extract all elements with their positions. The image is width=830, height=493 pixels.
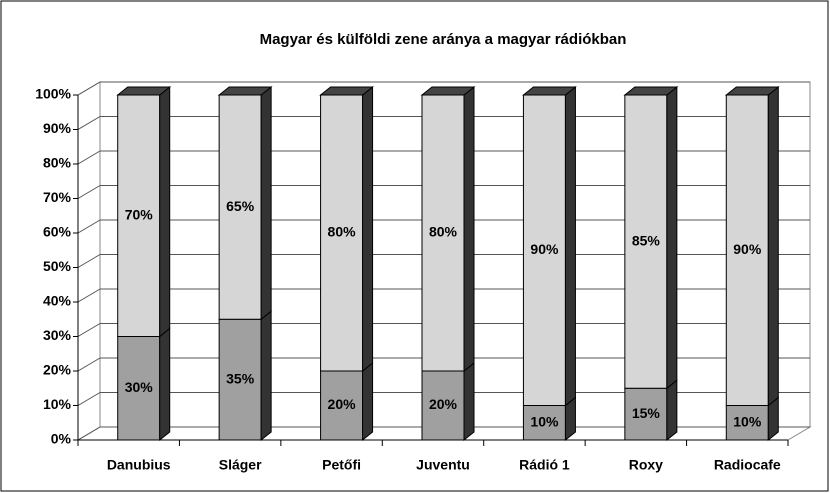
y-tick-label: 40% [43, 293, 72, 309]
bar-top [217, 86, 273, 96]
data-label: 30% [125, 379, 154, 395]
bar-segment [421, 370, 465, 441]
bar-side [463, 85, 475, 373]
bar-side [260, 85, 272, 321]
grid-line [77, 426, 101, 441]
data-label: 70% [125, 206, 154, 222]
bar-top [724, 86, 780, 96]
bar-segment [320, 94, 364, 372]
bar-side [260, 310, 272, 442]
grid-line [77, 116, 101, 130]
x-tick-label: Petőfi [322, 457, 361, 473]
data-label: 15% [632, 405, 661, 421]
grid-line [77, 254, 101, 268]
bar-segment [117, 94, 161, 337]
grid-line [77, 392, 101, 406]
bar-side [564, 85, 576, 407]
data-label: 10% [733, 413, 762, 429]
y-tick-label: 70% [43, 189, 72, 205]
y-tick-label: 30% [43, 327, 72, 343]
chart-title: Magyar és külföldi zene aránya a magyar … [260, 31, 627, 48]
bar-segment [218, 94, 262, 320]
grid-line [77, 357, 101, 372]
grid-line [77, 219, 101, 234]
bar-side [463, 361, 475, 442]
y-tick-label: 10% [43, 396, 72, 412]
bar-side [666, 379, 678, 442]
data-label: 10% [530, 413, 559, 429]
bar-segment [117, 336, 161, 441]
bar-side [159, 327, 171, 442]
y-tick-label: 50% [43, 258, 72, 274]
x-tick-label: Sláger [219, 457, 262, 473]
y-tick-label: 100% [35, 86, 71, 102]
data-label: 20% [429, 396, 458, 412]
data-label: 65% [226, 198, 255, 214]
data-label: 90% [530, 241, 559, 257]
data-label: 90% [733, 241, 762, 257]
bar-segment [421, 94, 465, 372]
grid-line [77, 81, 101, 96]
x-tick-label: Juventu [416, 457, 470, 473]
x-tick-label: Roxy [629, 457, 663, 473]
bar-segment [624, 387, 668, 441]
bar-side [159, 85, 171, 338]
data-label: 20% [328, 396, 357, 412]
bar-top [420, 86, 476, 96]
y-tick-label: 60% [43, 224, 72, 240]
data-label: 80% [328, 224, 357, 240]
bar-segment [320, 370, 364, 441]
x-tick-label: Rádió 1 [519, 457, 570, 473]
bar-top [116, 86, 172, 96]
y-tick-label: 90% [43, 120, 72, 136]
bar-segment [218, 318, 262, 441]
x-tick-label: Danubius [107, 457, 171, 473]
bar-side [767, 85, 779, 407]
grid-line [77, 150, 101, 165]
grid-line [77, 288, 101, 303]
data-label: 85% [632, 232, 661, 248]
bar-top [319, 86, 374, 96]
bar-top [522, 86, 577, 96]
bar-segment [725, 94, 769, 406]
bar-side [362, 85, 374, 373]
data-label: 35% [226, 370, 255, 386]
y-tick-label: 80% [43, 155, 72, 171]
x-tick-label: Radiocafe [714, 457, 781, 473]
grid-line [77, 185, 101, 199]
grid-line [77, 323, 101, 337]
bar-side [362, 361, 374, 442]
bar-side [666, 85, 678, 390]
data-label: 80% [429, 224, 458, 240]
bar-top [623, 86, 679, 96]
y-tick-label: 20% [43, 362, 72, 378]
y-tick-label: 0% [51, 431, 72, 447]
